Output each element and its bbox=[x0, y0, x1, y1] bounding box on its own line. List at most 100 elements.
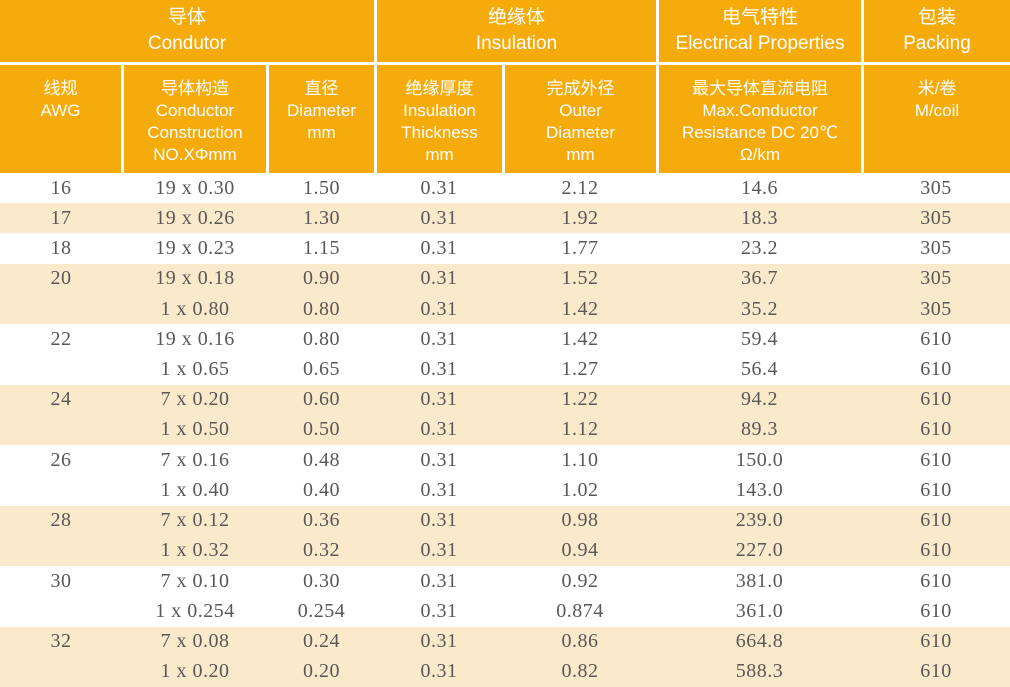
table-row: 1 x 0.40 0.40 0.31 1.02 143.0 610 bbox=[0, 475, 1010, 506]
header-col-insulation-thickness-line: Thickness bbox=[401, 123, 478, 142]
header-group-packing: 包装 Packing bbox=[864, 0, 1010, 62]
cell-construction: 7 x 0.16 bbox=[160, 448, 230, 471]
header-col-construction-line: NO.XΦmm bbox=[153, 145, 237, 164]
cell-outer-diameter: 1.12 bbox=[561, 418, 599, 441]
header-col-awg: 线规 AWG bbox=[0, 65, 121, 173]
cell-outer-diameter: 1.42 bbox=[561, 297, 599, 320]
cell-resistance: 664.8 bbox=[735, 630, 784, 653]
cell-resistance: 14.6 bbox=[741, 176, 778, 199]
cell-outer-diameter: 1.77 bbox=[561, 237, 599, 260]
header-col-insulation-thickness-line: 绝缘厚度 bbox=[405, 79, 474, 98]
header-group-insulation-en: Insulation bbox=[475, 33, 558, 54]
cell-awg: 26 bbox=[50, 448, 72, 471]
cell-m-coil: 610 bbox=[920, 327, 952, 350]
cell-m-coil: 610 bbox=[920, 448, 952, 471]
header-col-diameter: 直径 Diameter mm bbox=[269, 65, 374, 173]
table-row: 1 x 0.80 0.80 0.31 1.42 35.2 305 bbox=[0, 293, 1010, 325]
cell-diameter: 0.80 bbox=[303, 327, 340, 350]
cell-awg: 17 bbox=[50, 206, 72, 229]
header-col-resistance-line: Max.Conductor bbox=[702, 101, 818, 120]
header-group-row: 导体 Condutor 绝缘体 Insulation 电气特性 Electric… bbox=[0, 0, 1010, 62]
cell-m-coil: 610 bbox=[920, 509, 952, 532]
table-row: 30 7 x 0.10 0.30 0.31 0.92 381.0 610 bbox=[0, 566, 1010, 597]
header-group-conductor-en: Condutor bbox=[147, 33, 227, 54]
cell-m-coil: 305 bbox=[920, 297, 952, 320]
cell-outer-diameter: 0.86 bbox=[561, 630, 599, 653]
cell-insulation-thickness: 0.31 bbox=[420, 206, 458, 229]
cell-insulation-thickness: 0.31 bbox=[420, 630, 458, 653]
header-col-diameter-line: Diameter bbox=[287, 101, 356, 120]
header-col-awg-line: 线规 bbox=[43, 79, 78, 98]
cell-resistance: 18.3 bbox=[741, 206, 778, 229]
header-col-resistance-line: 最大导体直流电阻 bbox=[692, 79, 828, 98]
cell-diameter: 0.90 bbox=[303, 267, 340, 290]
cell-diameter: 0.50 bbox=[303, 418, 340, 441]
header-col-outer-diameter-line: mm bbox=[566, 145, 595, 164]
cell-outer-diameter: 1.92 bbox=[561, 206, 599, 229]
header-col-awg-line: AWG bbox=[40, 101, 81, 120]
cell-insulation-thickness: 0.31 bbox=[420, 237, 458, 260]
cell-outer-diameter: 0.94 bbox=[561, 539, 599, 562]
cell-insulation-thickness: 0.31 bbox=[420, 418, 458, 441]
header-column-row: 线规 AWG 导体构造 Conductor Construction NO.XΦ… bbox=[0, 65, 1010, 173]
cell-outer-diameter: 1.52 bbox=[561, 267, 599, 290]
cell-awg: 32 bbox=[50, 630, 72, 653]
cell-insulation-thickness: 0.31 bbox=[420, 660, 458, 683]
cell-outer-diameter: 0.98 bbox=[561, 509, 599, 532]
cell-m-coil: 610 bbox=[920, 660, 952, 683]
cell-insulation-thickness: 0.31 bbox=[420, 327, 458, 350]
cell-insulation-thickness: 0.31 bbox=[420, 176, 458, 199]
cell-awg: 20 bbox=[50, 267, 72, 290]
cell-m-coil: 610 bbox=[920, 539, 952, 562]
cell-construction: 1 x 0.254 bbox=[155, 599, 235, 622]
cell-insulation-thickness: 0.31 bbox=[420, 599, 458, 622]
cell-diameter: 1.50 bbox=[303, 176, 340, 199]
header-col-construction: 导体构造 Conductor Construction NO.XΦmm bbox=[124, 65, 266, 173]
cell-construction: 1 x 0.80 bbox=[160, 297, 230, 320]
header-col-construction-line: 导体构造 bbox=[161, 79, 229, 98]
cell-diameter: 0.48 bbox=[303, 448, 340, 471]
cell-outer-diameter: 0.82 bbox=[561, 660, 599, 683]
cell-construction: 7 x 0.10 bbox=[160, 569, 230, 592]
cell-resistance: 143.0 bbox=[735, 478, 784, 501]
header-group-electrical-en: Electrical Properties bbox=[675, 33, 845, 54]
header-col-construction-line: Conductor bbox=[155, 101, 235, 120]
table-row: 1 x 0.32 0.32 0.31 0.94 227.0 610 bbox=[0, 535, 1010, 567]
table-row: 1 x 0.65 0.65 0.31 1.27 56.4 610 bbox=[0, 354, 1010, 385]
cell-construction: 7 x 0.20 bbox=[160, 388, 230, 411]
cell-resistance: 35.2 bbox=[741, 297, 778, 320]
cell-diameter: 0.24 bbox=[303, 630, 340, 653]
header-col-insulation-thickness: 绝缘厚度 Insulation Thickness mm bbox=[377, 65, 502, 173]
cell-resistance: 381.0 bbox=[735, 569, 784, 592]
header-col-diameter-line: 直径 bbox=[304, 79, 339, 98]
cell-diameter: 0.60 bbox=[303, 388, 340, 411]
cell-awg: 18 bbox=[50, 237, 72, 260]
cell-m-coil: 610 bbox=[920, 388, 952, 411]
header-group-conductor: 导体 Condutor bbox=[0, 0, 374, 62]
header-col-m-coil-line: M/coil bbox=[914, 101, 960, 120]
cell-diameter: 0.65 bbox=[303, 358, 340, 381]
cell-resistance: 150.0 bbox=[735, 448, 784, 471]
table-body: 16 19 x 0.30 1.50 0.31 2.12 14.6 305 17 … bbox=[0, 173, 1010, 687]
cell-resistance: 227.0 bbox=[735, 539, 784, 562]
cell-insulation-thickness: 0.31 bbox=[420, 267, 458, 290]
cell-insulation-thickness: 0.31 bbox=[420, 478, 458, 501]
cell-outer-diameter: 1.42 bbox=[561, 327, 599, 350]
table-row: 1 x 0.50 0.50 0.31 1.12 89.3 610 bbox=[0, 414, 1010, 446]
cell-outer-diameter: 1.10 bbox=[561, 448, 599, 471]
table-row: 24 7 x 0.20 0.60 0.31 1.22 94.2 610 bbox=[0, 384, 1010, 415]
cell-resistance: 361.0 bbox=[735, 599, 784, 622]
cell-m-coil: 610 bbox=[920, 569, 952, 592]
cell-m-coil: 610 bbox=[920, 599, 952, 622]
header-col-resistance-line: Ω/km bbox=[739, 145, 781, 164]
cell-diameter: 0.36 bbox=[303, 509, 340, 532]
header-group-electrical-zh: 电气特性 bbox=[721, 7, 798, 28]
table-row: 26 7 x 0.16 0.48 0.31 1.10 150.0 610 bbox=[0, 445, 1010, 476]
table-row: 32 7 x 0.08 0.24 0.31 0.86 664.8 610 bbox=[0, 626, 1010, 657]
header-group-packing-zh: 包装 bbox=[917, 7, 956, 28]
cell-m-coil: 305 bbox=[920, 267, 952, 290]
cell-resistance: 588.3 bbox=[735, 660, 784, 683]
header-group-electrical-properties: 电气特性 Electrical Properties bbox=[659, 0, 861, 62]
table-row: 22 19 x 0.16 0.80 0.31 1.42 59.4 610 bbox=[0, 324, 1010, 355]
